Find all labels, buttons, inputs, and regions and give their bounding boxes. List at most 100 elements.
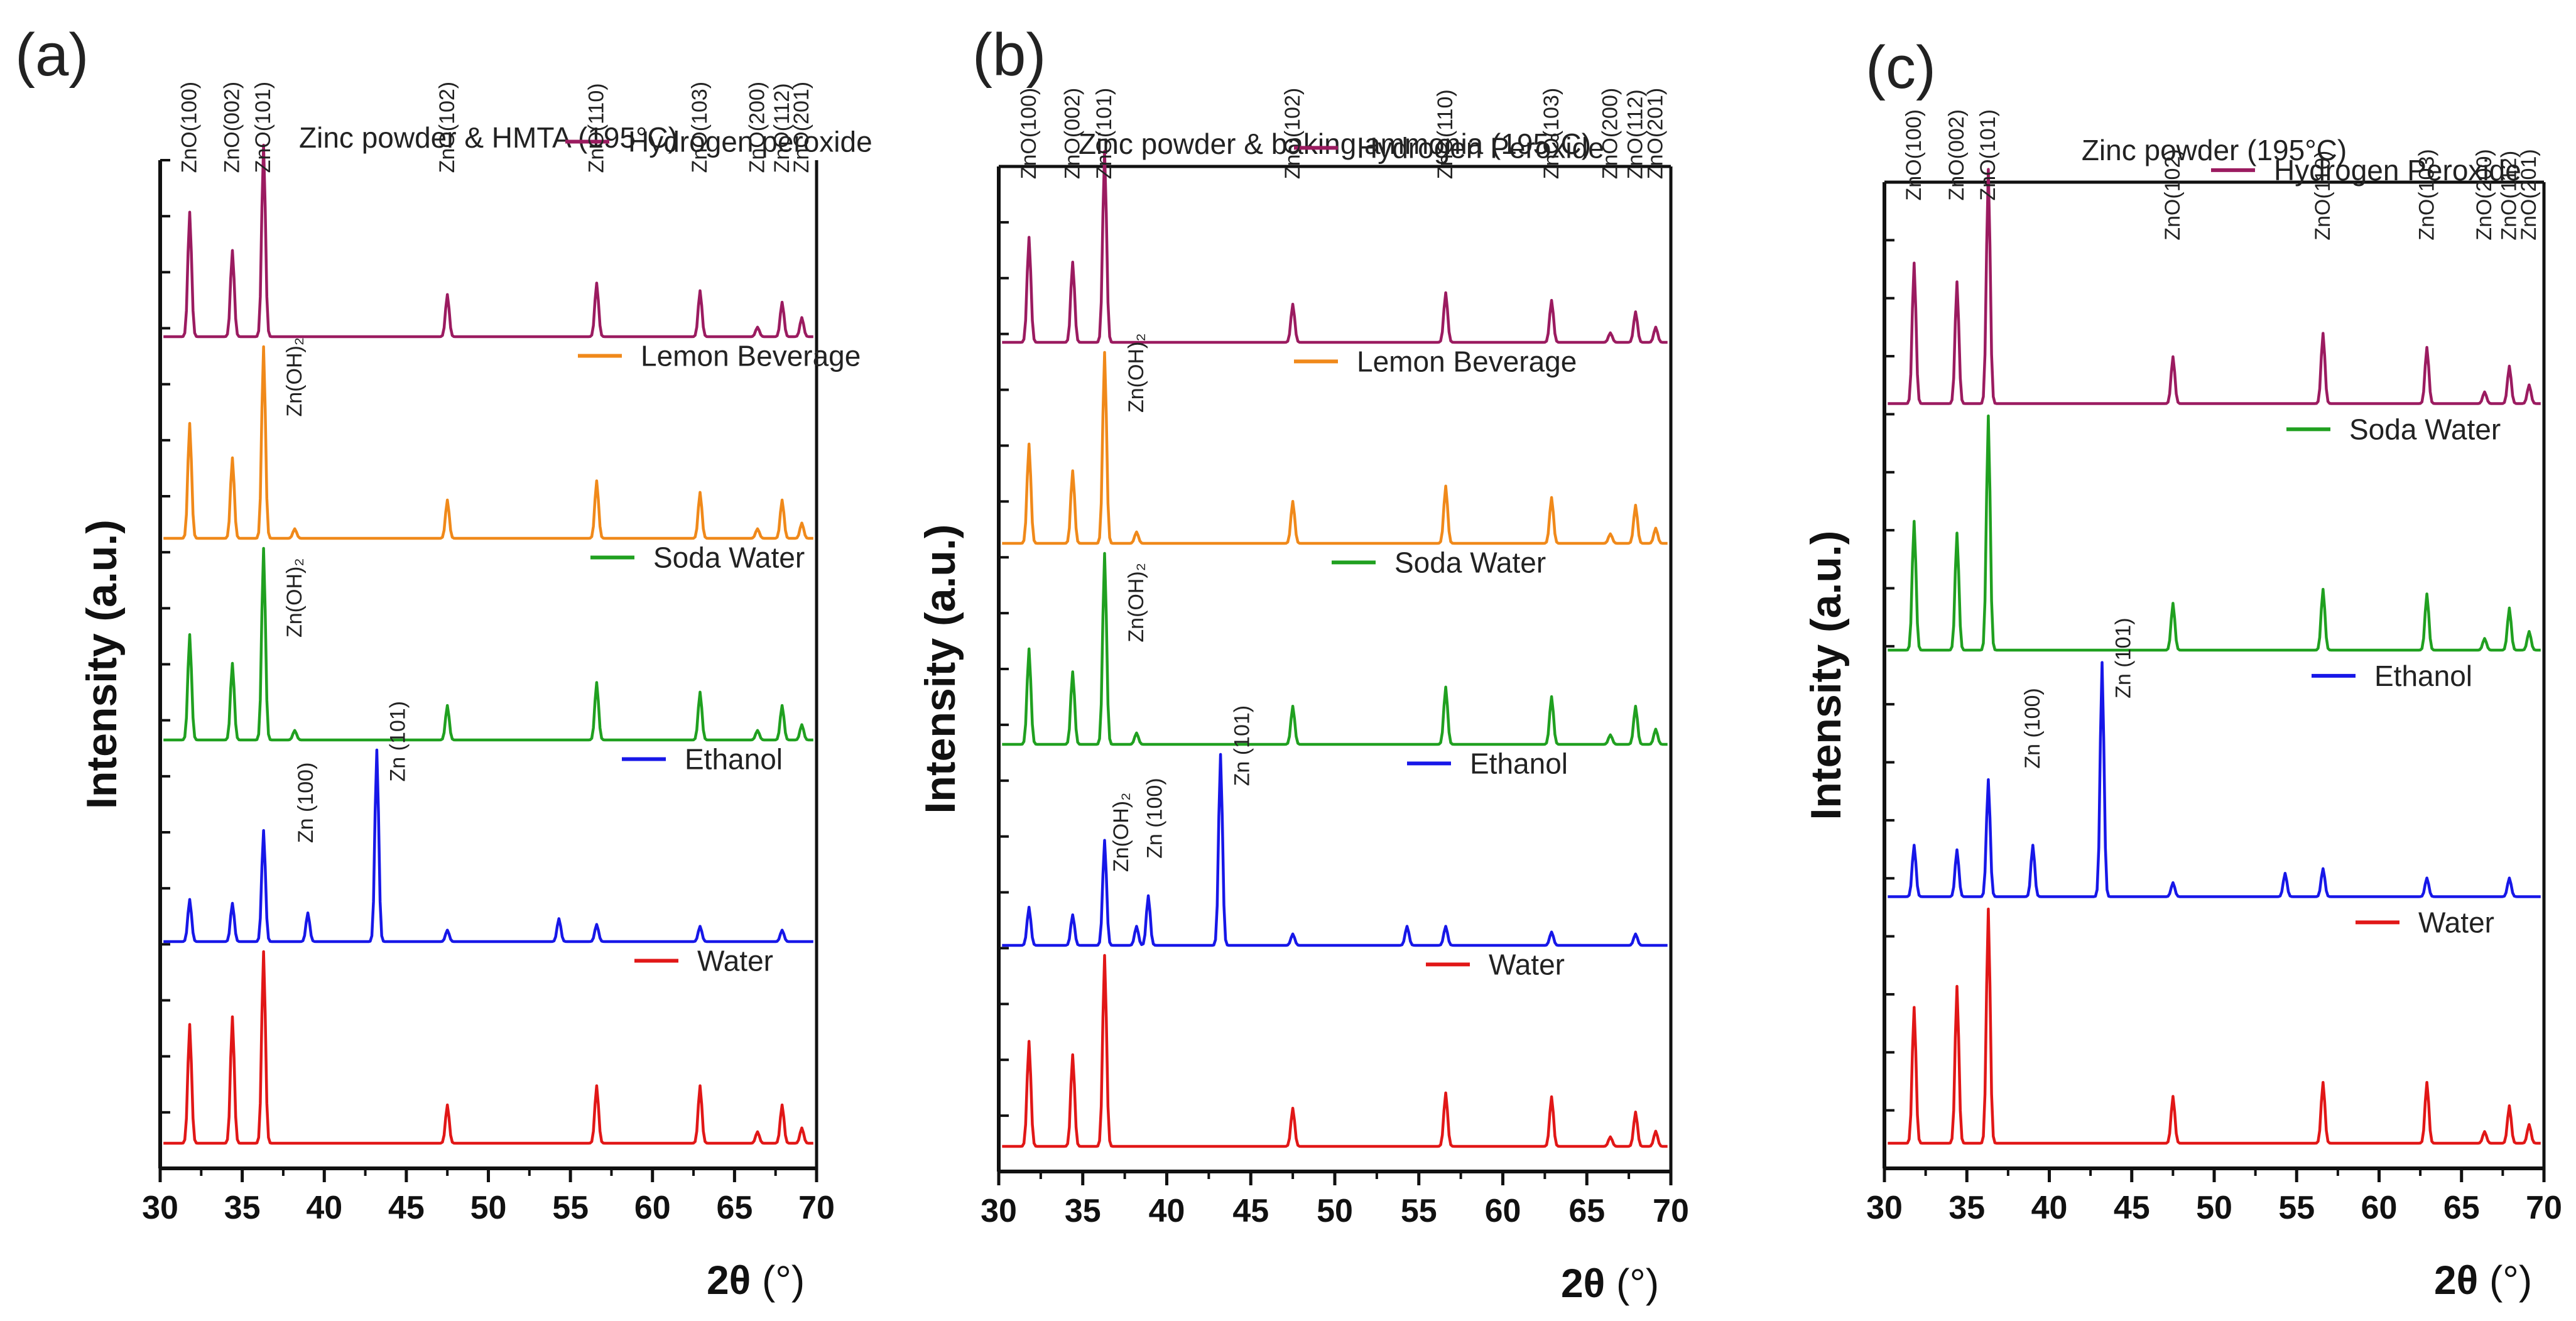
x-tick-label: 55	[552, 1190, 589, 1226]
peak-annotation: ZnO(103)	[688, 82, 712, 173]
x-tick-label: 55	[2278, 1190, 2315, 1226]
panel-label: (b)	[972, 21, 1046, 89]
chart-title: Zinc powder & HMTA (195°C)	[299, 121, 678, 154]
x-tick-label: 50	[470, 1190, 507, 1226]
series-line-ethanol	[163, 748, 813, 943]
series-line-lemon-beverage	[163, 345, 813, 540]
x-tick-label: 35	[1065, 1193, 1101, 1229]
peak-annotation: ZnO(201)	[1644, 88, 1668, 180]
peak-annotation: Zn(OH)₂	[283, 558, 307, 638]
series-line-soda-water	[1888, 414, 2541, 652]
peak-annotation: ZnO(200)	[1598, 88, 1622, 180]
peak-annotation: ZnO(102)	[1281, 88, 1305, 180]
peak-annotation: ZnO(101)	[251, 82, 275, 173]
legend-label-soda-water: Soda Water	[1394, 546, 1546, 579]
legend-label-lemon-beverage: Lemon Beverage	[641, 340, 861, 372]
x-tick-label: 60	[1485, 1193, 1521, 1229]
peak-annotation: ZnO(110)	[585, 83, 609, 173]
x-tick-label: 50	[1317, 1193, 1353, 1229]
peak-annotation: Zn (100)	[1143, 778, 1167, 859]
peak-annotation: ZnO(201)	[790, 82, 813, 173]
x-tick-label: 30	[1866, 1190, 1903, 1226]
x-tick-label: 55	[1401, 1193, 1437, 1229]
x-tick-label: 30	[981, 1193, 1017, 1229]
peak-annotation: ZnO(100)	[1902, 109, 1926, 201]
series-line-hydrogen-peroxide	[163, 143, 813, 339]
x-tick-label: 60	[634, 1190, 671, 1226]
peak-annotation: ZnO(103)	[1540, 88, 1563, 180]
series-line-water	[163, 950, 813, 1145]
series-line-ethanol	[1002, 753, 1668, 947]
legend-label-ethanol: Ethanol	[685, 743, 783, 776]
legend-label-hydrogen-peroxide: Hydrogen Peroxide	[2274, 154, 2521, 187]
x-tick-label: 70	[2526, 1190, 2562, 1226]
series-line-hydrogen-peroxide	[1888, 168, 2541, 405]
series-line-ethanol	[1888, 661, 2541, 898]
peak-annotation: ZnO(002)	[220, 82, 244, 173]
x-tick-label: 65	[2443, 1190, 2480, 1226]
legend-label-soda-water: Soda Water	[653, 541, 805, 574]
peak-annotation: ZnO(110)	[1433, 89, 1457, 179]
x-tick-label: 45	[2114, 1190, 2150, 1226]
x-axis-label: 2θ (°)	[1561, 1261, 1659, 1306]
x-tick-label: 70	[1653, 1193, 1689, 1229]
peak-annotation: Zn (101)	[2111, 617, 2135, 699]
peak-annotation: ZnO(112)	[770, 83, 794, 173]
peak-annotation: ZnO(102)	[2161, 149, 2185, 241]
peak-annotation: Zn (100)	[294, 763, 318, 844]
x-axis-label: 2θ (°)	[707, 1258, 805, 1303]
peak-annotation: ZnO(200)	[746, 82, 769, 173]
peak-annotation: ZnO(102)	[435, 82, 459, 173]
peak-annotation: ZnO(100)	[178, 82, 202, 173]
peak-annotation: Zn(OH)₂	[1124, 563, 1148, 643]
x-tick-label: 60	[2361, 1190, 2398, 1226]
peak-annotation: ZnO(200)	[2472, 149, 2496, 241]
legend-label-hydrogen-peroxide: Hydrogen peroxide	[628, 126, 872, 158]
x-tick-label: 35	[224, 1190, 261, 1226]
panel-label: (a)	[15, 21, 89, 89]
peak-annotation: ZnO(100)	[1017, 88, 1041, 180]
peak-annotation: ZnO(103)	[2415, 149, 2438, 241]
legend-label-water: Water	[1489, 948, 1565, 981]
legend-label-soda-water: Soda Water	[2349, 413, 2501, 445]
series-line-soda-water	[163, 546, 813, 742]
y-axis-label: Intensity (a.u.)	[78, 519, 126, 809]
peak-annotation: Zn(OH)₂	[1124, 333, 1148, 413]
peak-annotation: ZnO(101)	[1092, 88, 1116, 180]
x-tick-label: 70	[798, 1190, 835, 1226]
peak-annotation: ZnO(201)	[2517, 149, 2541, 241]
peak-annotation: ZnO(110)	[2311, 151, 2335, 241]
peak-annotation: ZnO(101)	[1976, 109, 2000, 201]
series-line-hydrogen-peroxide	[1002, 149, 1668, 344]
x-tick-label: 40	[2031, 1190, 2068, 1226]
y-axis-label: Intensity (a.u.)	[916, 525, 964, 814]
chart-title: Zinc powder (195°C)	[2082, 134, 2347, 166]
peak-annotation: Zn (101)	[386, 701, 410, 782]
x-tick-label: 35	[1948, 1190, 1985, 1226]
chart-title: Zinc powder & baking ammonia (195°C)	[1079, 128, 1591, 160]
series-line-soda-water	[1002, 552, 1668, 746]
legend-label-ethanol: Ethanol	[1470, 747, 1568, 780]
x-tick-label: 45	[388, 1190, 425, 1226]
x-tick-label: 65	[1568, 1193, 1605, 1229]
peak-annotation: Zn(OH)₂	[283, 337, 307, 417]
peak-annotation: ZnO(002)	[1945, 109, 1969, 201]
x-tick-label: 65	[716, 1190, 753, 1226]
x-tick-label: 50	[2196, 1190, 2232, 1226]
panel-a: (a) Zinc powder & HMTA (195°C) Intensity (…	[15, 21, 872, 1303]
series-line-water	[1002, 954, 1668, 1148]
legend-label-water: Water	[2418, 906, 2494, 938]
panel-c: (c) Zinc powder (195°C) Intensity (a.u.) 2θ…	[1802, 34, 2562, 1303]
x-axis-label: 2θ (°)	[2434, 1258, 2532, 1303]
panel-label: (c)	[1866, 34, 1936, 101]
y-axis-label: Intensity (a.u.)	[1802, 531, 1850, 820]
peak-annotation: ZnO(112)	[1624, 89, 1648, 179]
peak-annotation: Zn(OH)₂	[1109, 793, 1133, 873]
peak-annotation: Zn (100)	[2021, 688, 2045, 769]
peak-annotation: ZnO(112)	[2497, 151, 2521, 241]
x-tick-label: 30	[142, 1190, 178, 1226]
x-tick-label: 40	[306, 1190, 342, 1226]
legend-label-hydrogen-peroxide: Hydrogen Peroxide	[1357, 131, 1604, 164]
panel-b: (b) Zinc powder & baking ammonia (195°C) I…	[916, 21, 1689, 1306]
